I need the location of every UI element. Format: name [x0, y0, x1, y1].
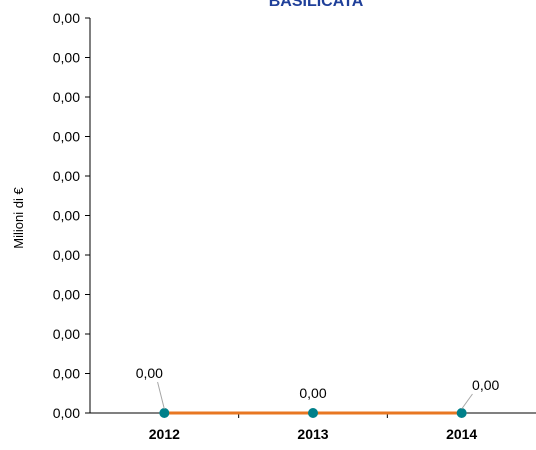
y-tick-label: 0,00 [53, 50, 80, 66]
y-tick-label: 0,00 [53, 287, 80, 303]
series-layer [159, 408, 467, 418]
y-tick-label: 0,00 [53, 208, 80, 224]
x-tick-label: 2013 [297, 426, 328, 442]
data-point [159, 408, 170, 418]
data-label: 0,00 [136, 365, 163, 381]
chart-title: BASILICATA [269, 0, 364, 10]
data-labels-layer: 0,00 0,00 0,00 [136, 365, 500, 410]
y-tick-label: 0,00 [53, 89, 80, 105]
y-tick-label: 0,00 [53, 129, 80, 145]
data-label: 0,00 [299, 385, 326, 401]
y-tick-label: 0,00 [53, 405, 80, 421]
x-tick-label: 2012 [149, 426, 180, 442]
x-axis-ticks: 2012 2013 2014 [149, 413, 477, 442]
leader-line [461, 393, 473, 410]
y-axis-label: Milioni di € [11, 187, 26, 249]
data-point [456, 408, 467, 418]
y-axis-ticks: 0,00 0,00 0,00 0,00 0,00 0,00 0,00 0,00 0,00 0,00… [53, 10, 90, 421]
data-label: 0,00 [472, 377, 499, 393]
data-point [308, 408, 318, 418]
y-tick-label: 0,00 [53, 366, 80, 382]
y-tick-label: 0,00 [53, 168, 80, 184]
y-tick-label: 0,00 [53, 326, 80, 342]
leader-line [157, 381, 165, 410]
y-tick-label: 0,00 [53, 247, 80, 263]
axes [89, 18, 536, 414]
x-tick-label: 2014 [446, 426, 477, 442]
y-tick-label: 0,00 [53, 10, 80, 26]
